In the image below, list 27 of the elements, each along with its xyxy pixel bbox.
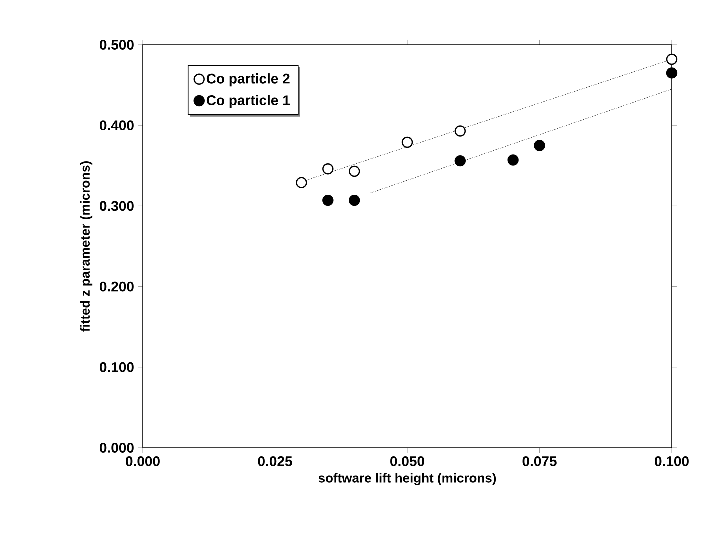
x-axis-title: software lift height (microns) <box>318 473 496 486</box>
point <box>322 164 334 175</box>
point <box>349 166 360 178</box>
y-tick-label: 0.500 <box>100 40 134 50</box>
legend-label: Co particle 1 <box>206 95 290 108</box>
point <box>666 54 678 66</box>
point <box>349 194 360 206</box>
x-tick-label: 0.100 <box>655 456 689 466</box>
x-tick-label: 0.025 <box>258 456 292 466</box>
y-tick-label: 0.000 <box>100 443 134 453</box>
point <box>454 126 466 137</box>
y-tick-label: 0.400 <box>100 120 134 131</box>
y-tick-label: 0.300 <box>100 201 134 212</box>
point <box>402 136 414 148</box>
legend-label: Co particle 2 <box>206 74 290 87</box>
point <box>322 194 334 206</box>
y-axis-title: fitted z parameter (microns) <box>80 162 93 332</box>
point <box>296 177 308 188</box>
x-tick-label: 0.075 <box>522 456 557 466</box>
point <box>454 155 466 167</box>
x-tick-label: 0.000 <box>126 456 160 466</box>
x-tick-label: 0.050 <box>390 456 424 466</box>
y-tick-label: 0.100 <box>100 362 134 372</box>
point <box>666 68 678 79</box>
point <box>534 140 546 152</box>
y-tick-label: 0.200 <box>100 282 134 292</box>
point <box>508 154 519 166</box>
